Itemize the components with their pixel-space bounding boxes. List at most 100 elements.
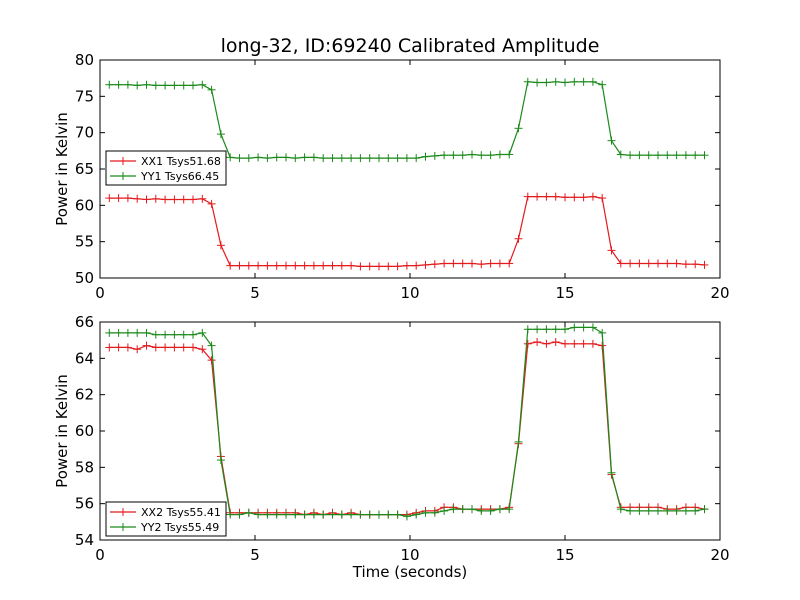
data-point bbox=[356, 510, 365, 519]
data-point bbox=[477, 151, 486, 160]
data-point bbox=[402, 512, 411, 521]
data-point bbox=[226, 153, 235, 162]
data-point bbox=[523, 192, 532, 201]
y-tick-label: 64 bbox=[75, 349, 94, 367]
data-point bbox=[681, 260, 690, 269]
data-point bbox=[421, 152, 430, 161]
x-tick-label: 10 bbox=[400, 546, 419, 564]
data-point bbox=[142, 195, 151, 204]
data-point bbox=[598, 328, 607, 337]
data-point bbox=[365, 510, 374, 519]
data-point bbox=[170, 343, 179, 352]
data-point bbox=[114, 328, 123, 337]
data-point bbox=[430, 151, 439, 160]
data-point bbox=[561, 193, 569, 202]
data-point bbox=[598, 341, 607, 350]
y-tick-label: 65 bbox=[75, 160, 94, 178]
data-point bbox=[133, 81, 142, 90]
data-point bbox=[151, 194, 160, 203]
data-point bbox=[142, 328, 151, 337]
data-point bbox=[272, 261, 281, 270]
data-point bbox=[570, 323, 579, 332]
legend-box bbox=[105, 501, 227, 537]
data-point bbox=[291, 510, 300, 519]
data-point bbox=[663, 506, 672, 515]
data-point bbox=[607, 246, 616, 255]
data-point bbox=[198, 328, 207, 337]
data-point bbox=[570, 77, 579, 86]
x-tick-label: 20 bbox=[710, 284, 729, 302]
data-point bbox=[486, 259, 495, 268]
data-point bbox=[282, 510, 290, 519]
data-point bbox=[142, 341, 151, 350]
data-point bbox=[365, 262, 374, 271]
data-point bbox=[300, 510, 309, 519]
data-point bbox=[337, 154, 346, 163]
data-point bbox=[105, 194, 114, 203]
data-point bbox=[123, 328, 132, 337]
data-point bbox=[644, 259, 653, 268]
y-tick-label: 70 bbox=[75, 124, 94, 142]
x-tick-label: 0 bbox=[95, 284, 105, 302]
data-point bbox=[663, 151, 672, 160]
data-point bbox=[588, 77, 597, 86]
data-point bbox=[644, 151, 653, 160]
data-point bbox=[579, 323, 588, 332]
data-point bbox=[161, 195, 170, 204]
data-point bbox=[114, 194, 123, 203]
data-point bbox=[468, 259, 476, 268]
legend-box bbox=[105, 150, 227, 186]
data-point bbox=[542, 325, 551, 334]
data-point bbox=[561, 339, 569, 348]
data-point bbox=[477, 506, 486, 515]
data-point bbox=[626, 151, 635, 160]
y-tick-label: 60 bbox=[75, 196, 94, 214]
y-tick-label: 75 bbox=[75, 87, 94, 105]
data-point bbox=[412, 510, 421, 519]
data-point bbox=[179, 195, 188, 204]
series-2 bbox=[105, 77, 709, 163]
data-point bbox=[430, 508, 439, 517]
data-point bbox=[254, 261, 263, 270]
data-point bbox=[691, 151, 700, 160]
data-point bbox=[170, 330, 179, 339]
data-point bbox=[449, 505, 458, 514]
data-point bbox=[189, 330, 197, 339]
data-point bbox=[542, 192, 551, 201]
data-point bbox=[514, 234, 523, 243]
y-tick-label: 56 bbox=[75, 495, 94, 513]
data-point bbox=[486, 151, 495, 160]
data-point bbox=[375, 510, 383, 519]
data-point bbox=[514, 437, 523, 446]
data-point bbox=[198, 194, 207, 203]
data-point bbox=[291, 154, 300, 163]
legend: XX1 Tsys51.68 YY1 Tsys66.45 bbox=[105, 150, 227, 186]
data-point bbox=[514, 124, 523, 133]
data-point bbox=[309, 153, 318, 162]
data-point bbox=[681, 506, 690, 515]
data-point bbox=[244, 154, 253, 163]
data-point bbox=[123, 343, 132, 352]
y-tick-label: 58 bbox=[75, 458, 94, 476]
data-point bbox=[421, 508, 430, 517]
data-point bbox=[533, 192, 542, 201]
data-point bbox=[226, 510, 235, 519]
legend-label: YY2 Tsys55.49 bbox=[140, 521, 219, 534]
data-point bbox=[216, 456, 225, 465]
data-point bbox=[579, 77, 588, 86]
data-point bbox=[635, 151, 644, 160]
data-point bbox=[179, 330, 188, 339]
data-point bbox=[468, 505, 476, 514]
data-point bbox=[207, 356, 216, 365]
data-point bbox=[105, 343, 114, 352]
data-point bbox=[235, 261, 244, 270]
data-point bbox=[440, 259, 449, 268]
data-point bbox=[523, 77, 532, 86]
series-1 bbox=[105, 192, 709, 271]
data-point bbox=[579, 193, 588, 202]
data-point bbox=[179, 81, 188, 90]
data-point bbox=[654, 259, 662, 268]
data-point bbox=[365, 154, 374, 163]
data-point bbox=[254, 510, 263, 519]
